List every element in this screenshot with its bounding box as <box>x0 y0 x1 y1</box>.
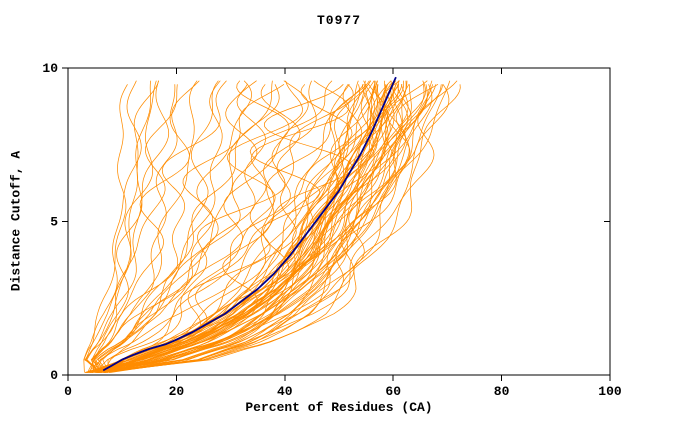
ensemble-curve <box>96 80 378 373</box>
x-tick-label: 60 <box>385 384 401 399</box>
ensemble-curve <box>103 84 433 373</box>
ensemble-curve <box>85 80 152 373</box>
y-tick-label: 5 <box>50 215 58 230</box>
y-tick-label: 10 <box>42 61 58 76</box>
ensemble-curve <box>107 80 350 373</box>
ensemble-curve <box>90 84 444 373</box>
ensemble-curve <box>97 84 461 373</box>
ensemble-curve <box>98 80 379 373</box>
ensemble-curve <box>92 83 285 373</box>
ensemble-curve <box>91 80 333 373</box>
ensemble-curve <box>84 84 394 373</box>
ensemble-curve <box>91 80 198 373</box>
ensemble-curve <box>87 80 273 373</box>
x-tick-label: 20 <box>169 384 185 399</box>
x-tick-label: 0 <box>64 384 72 399</box>
ensemble-curve <box>103 80 433 373</box>
ensemble-curve <box>86 80 408 373</box>
ensemble-curve <box>90 84 442 373</box>
ensemble-curve <box>84 84 178 373</box>
ensemble-curve <box>92 84 389 373</box>
ensemble-curve <box>91 80 395 373</box>
ensemble-curve <box>89 84 190 373</box>
x-tick-label: 80 <box>494 384 510 399</box>
ensemble-curve <box>96 84 397 373</box>
ensemble-curve <box>94 80 290 373</box>
ensemble-curve <box>100 84 437 373</box>
x-tick-label: 40 <box>277 384 293 399</box>
ensemble-curve <box>99 80 405 373</box>
ensemble-curve <box>106 84 354 373</box>
ensemble-curve <box>107 84 412 373</box>
ensemble-curve <box>104 84 353 373</box>
ensemble-curve <box>110 80 409 373</box>
ensemble-curve <box>85 80 458 373</box>
ensemble-curve <box>105 84 450 373</box>
ensemble-curve <box>87 80 223 373</box>
ensemble-curve <box>104 84 425 373</box>
ensemble-curve <box>86 80 170 373</box>
ensemble-curve <box>94 84 280 373</box>
ensemble-curve <box>102 84 258 373</box>
ensemble-curve <box>83 80 157 373</box>
ensemble-curve <box>96 84 428 373</box>
y-tick-label: 0 <box>50 368 58 383</box>
ensemble-curve <box>103 84 434 373</box>
ensemble-curve <box>90 80 227 373</box>
highlight-curve <box>102 76 397 372</box>
page-title: T0977 <box>316 13 361 28</box>
ensemble-curve <box>86 80 451 373</box>
ensemble-curve <box>97 84 376 373</box>
ensemble-curve <box>92 80 370 373</box>
x-axis-label: Percent of Residues (CA) <box>245 400 433 415</box>
x-tick-label: 100 <box>598 384 622 399</box>
ensemble-curve <box>99 84 386 373</box>
ensemble-curve <box>96 80 372 373</box>
ensemble-curve <box>89 83 439 373</box>
ensemble-curve <box>91 84 392 373</box>
ensemble-curve <box>103 80 303 373</box>
y-axis-label: Distance Cutoff, A <box>8 150 24 292</box>
ensemble-curve <box>85 84 128 373</box>
ensemble-curve <box>107 84 350 373</box>
ensemble-curve <box>93 80 200 373</box>
ensemble-curve <box>97 80 266 373</box>
ensemble-curve <box>101 80 407 373</box>
ensemble-curve <box>97 80 428 373</box>
